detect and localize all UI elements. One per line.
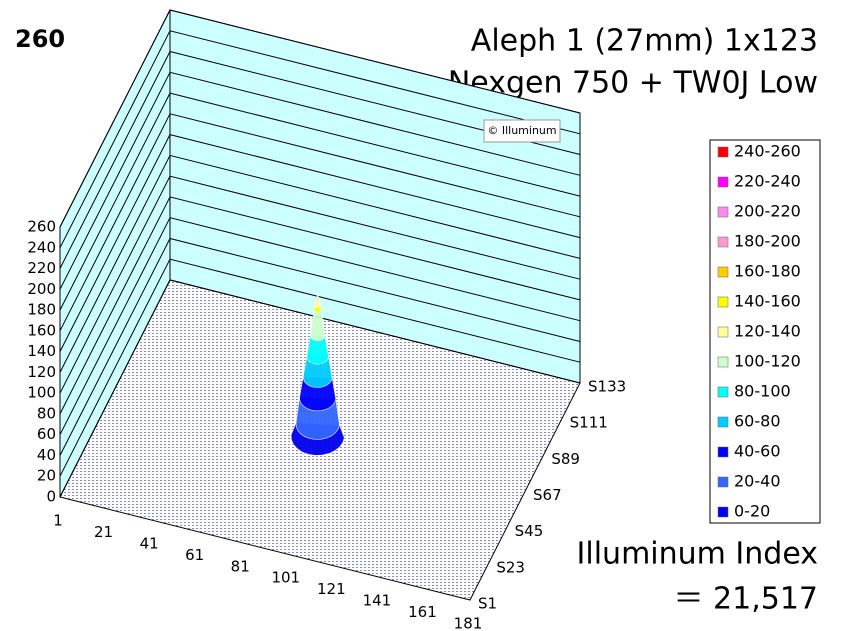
- index-label: Illuminum Index: [577, 537, 818, 572]
- legend-swatch: [717, 386, 729, 398]
- z-tick-label: 240: [27, 238, 56, 256]
- grid-line: [59, 9, 581, 228]
- legend-swatch: [717, 446, 729, 458]
- chart-title: Aleph 1 (27mm) 1x123: [471, 24, 818, 59]
- z-tick-label: 220: [27, 259, 56, 277]
- z-tick-label: 180: [27, 301, 56, 319]
- legend-label: 200-220: [734, 202, 801, 221]
- grid-line: [59, 30, 581, 249]
- legend-label: 0-20: [734, 502, 770, 521]
- z-tick-label: 40: [37, 446, 56, 464]
- z-tick-label: 160: [27, 321, 56, 339]
- x-tick-label: 161: [408, 603, 437, 621]
- legend-swatch: [717, 296, 729, 308]
- x-tick-label: 1: [53, 512, 63, 530]
- x-tick-label: 141: [363, 592, 392, 610]
- grid-line: [59, 175, 581, 394]
- surface-band: [302, 355, 333, 388]
- watermark-box: [483, 119, 561, 143]
- z-tick-label: 140: [27, 342, 56, 360]
- legend-swatch: [717, 266, 729, 278]
- series-label: S89: [551, 450, 580, 468]
- grid-line: [59, 92, 581, 311]
- grid-line: [59, 217, 581, 435]
- chart-subtitle: Nexgen 750 + TW0J Low: [448, 66, 818, 101]
- z-tick-label: 200: [27, 280, 56, 298]
- legend-swatch: [717, 146, 729, 158]
- surface-band: [310, 309, 326, 342]
- grid-line: [59, 50, 581, 269]
- legend-label: 120-140: [734, 322, 801, 341]
- legend-label: 40-60: [734, 442, 781, 461]
- series-label: S1: [478, 595, 497, 613]
- legend-label: 240-260: [734, 142, 801, 161]
- legend-label: 180-200: [734, 232, 801, 251]
- z-tick-label: 60: [37, 425, 56, 443]
- series-label: S23: [496, 558, 525, 576]
- legend-swatch: [717, 236, 729, 248]
- legend-label: 140-160: [734, 292, 801, 311]
- grid-line: [59, 279, 581, 498]
- series-label: S133: [588, 378, 626, 396]
- legend-swatch: [717, 356, 729, 368]
- legend-label: 60-80: [734, 412, 781, 431]
- legend-label: 220-240: [734, 172, 801, 191]
- z-tick-label: 120: [27, 363, 56, 381]
- watermark: © Illuminum: [487, 124, 556, 137]
- legend-label: 160-180: [734, 262, 801, 281]
- legend-swatch: [717, 476, 729, 488]
- x-tick-label: 61: [185, 546, 204, 564]
- x-tick-label: 81: [231, 557, 250, 575]
- surface-band: [306, 334, 329, 365]
- legend-swatch: [717, 326, 729, 338]
- x-tick-label: 101: [271, 569, 300, 587]
- grid-line: [59, 237, 581, 456]
- x-tick-label: 181: [454, 615, 483, 631]
- legend-swatch: [717, 506, 729, 518]
- legend-swatch: [717, 206, 729, 218]
- grid-line: [59, 154, 581, 373]
- z-tick-label: 100: [27, 384, 56, 402]
- grid-line: [59, 71, 581, 290]
- series-label: S45: [515, 522, 544, 540]
- z-tick-label: 0: [46, 488, 56, 506]
- legend-box: [709, 139, 821, 524]
- legend-swatch: [717, 416, 729, 428]
- grid-line: [59, 196, 581, 415]
- series-label: S111: [570, 414, 608, 432]
- series-label: S67: [533, 486, 562, 504]
- x-tick-label: 41: [140, 534, 159, 552]
- index-value: ＝ 21,517: [673, 582, 818, 617]
- legend-swatch: [717, 176, 729, 188]
- z-tick-label: 80: [37, 404, 56, 422]
- grid-line: [59, 134, 581, 352]
- z-tick-label: 260: [27, 218, 56, 236]
- z-tick-label: 20: [37, 467, 56, 485]
- x-tick-label: 121: [317, 580, 346, 598]
- grid-line: [59, 113, 581, 332]
- legend-label: 80-100: [734, 382, 791, 401]
- legend-label: 20-40: [734, 472, 781, 491]
- legend-label: 100-120: [734, 352, 801, 371]
- x-tick-label: 21: [94, 523, 113, 541]
- corner-label: 260: [15, 25, 65, 53]
- grid-line: [59, 258, 581, 477]
- surface-top: [313, 306, 322, 313]
